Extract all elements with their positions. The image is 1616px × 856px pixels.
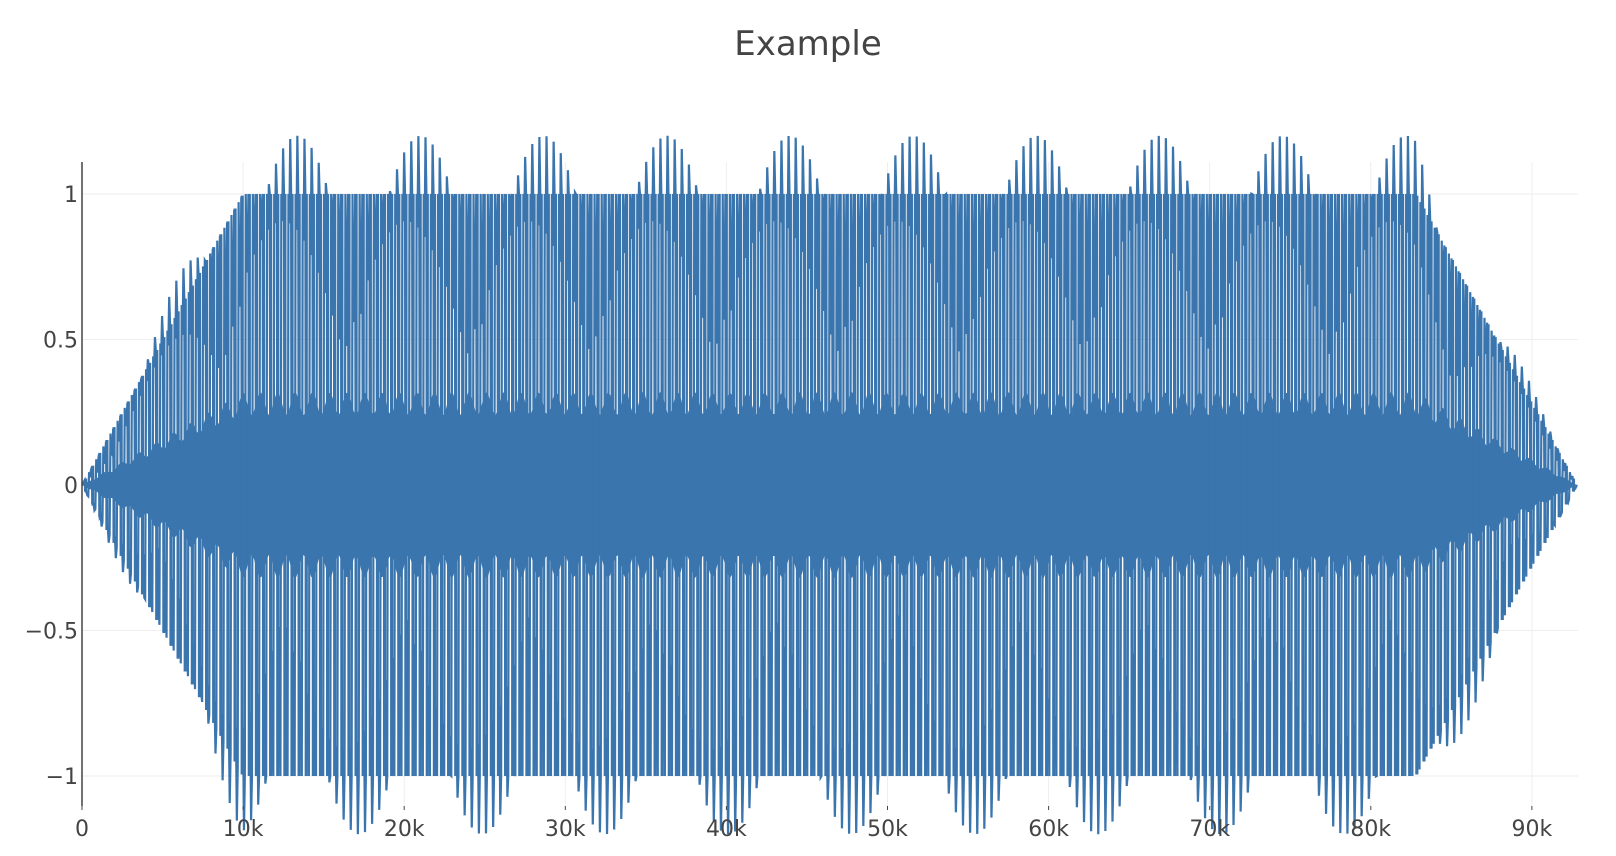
x-tick-label: 20k: [384, 817, 425, 842]
y-tick-label: 0.5: [43, 329, 78, 354]
y-tick-label: −0.5: [25, 620, 78, 645]
x-tick-label: 60k: [1028, 817, 1069, 842]
y-tick-label: 0: [64, 474, 78, 499]
x-tick-label: 50k: [867, 817, 908, 842]
y-tick-label: 1: [64, 183, 78, 208]
tick-layer: 0 10k 20k 30k 40k 50k 60k 70k 80k 90k 1 0.5 0 −0.5 −1: [25, 183, 1553, 842]
x-tick-label: 80k: [1350, 817, 1391, 842]
chart-title: Example: [734, 24, 882, 64]
x-tick-label: 10k: [223, 817, 264, 842]
x-tick-label: 90k: [1512, 817, 1553, 842]
x-tick-label: 0: [75, 817, 89, 842]
series-layer: [81, 135, 1578, 835]
y-tick-label: −1: [46, 765, 78, 790]
x-tick-label: 70k: [1189, 817, 1230, 842]
x-tick-label: 30k: [545, 817, 586, 842]
series-line: [81, 135, 1578, 835]
x-tick-label: 40k: [706, 817, 747, 842]
